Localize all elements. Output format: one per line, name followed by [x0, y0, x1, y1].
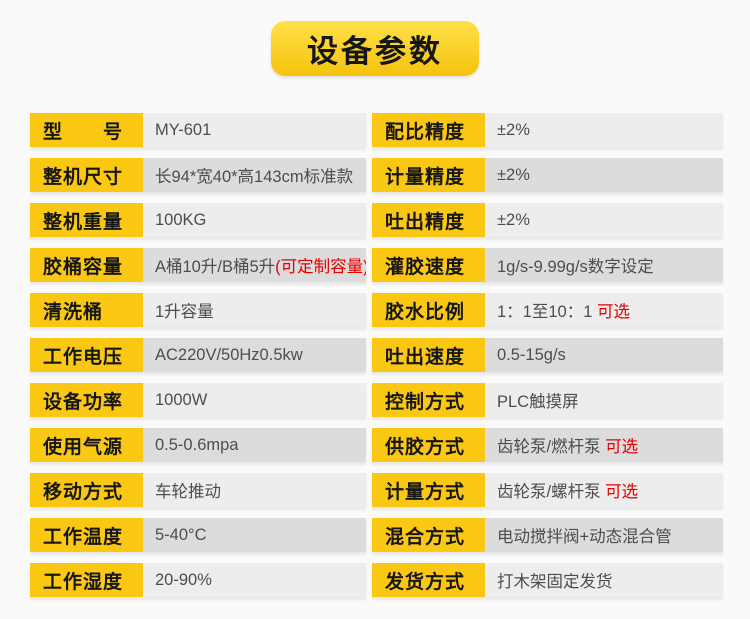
spec-value: 0.5-15g/s [485, 338, 723, 372]
spec-label: 计量方式 [372, 473, 485, 507]
spec-label: 工作湿度 [30, 563, 143, 597]
spec-label: 灌胶速度 [372, 248, 485, 282]
spec-value-text: 100KG [155, 210, 207, 229]
spec-value: MY-601 [143, 113, 366, 147]
spec-value: AC220V/50Hz0.5kw [143, 338, 366, 372]
spec-value: 齿轮泵/燃杆泵 可选 [485, 428, 723, 462]
spec-value-highlight: (可定制容量) [275, 258, 366, 276]
spec-value: 打木架固定发货 [485, 563, 723, 597]
spec-row: 整机尺寸 长94*宽40*高143cm标准款 [30, 158, 366, 192]
spec-value: 车轮推动 [143, 473, 366, 507]
spec-value-text: 0.5-15g/s [497, 345, 566, 364]
spec-value: 1：1至10：1 可选 [485, 293, 723, 327]
spec-column-left: 型 号 MY-601 整机尺寸 长94*宽40*高143cm标准款 整机重量 1… [30, 113, 366, 597]
spec-value: ±2% [485, 203, 723, 237]
spec-label: 计量精度 [372, 158, 485, 192]
spec-value: 长94*宽40*高143cm标准款 [143, 158, 366, 192]
spec-value-text: 齿轮泵/螺杆泵 [497, 483, 606, 501]
spec-row: 计量方式 齿轮泵/螺杆泵 可选 [372, 473, 723, 507]
spec-label: 工作电压 [30, 338, 143, 372]
spec-value: 5-40°C [143, 518, 366, 552]
spec-row: 配比精度 ±2% [372, 113, 723, 147]
spec-row: 工作湿度 20-90% [30, 563, 366, 597]
spec-value: 0.5-0.6mpa [143, 428, 366, 462]
spec-row: 使用气源 0.5-0.6mpa [30, 428, 366, 462]
spec-row: 移动方式 车轮推动 [30, 473, 366, 507]
spec-row: 胶桶容量 A桶10升/B桶5升 (可定制容量) [30, 248, 366, 282]
spec-value-text: MY-601 [155, 120, 212, 139]
spec-value-text: A桶10升/B桶5升 [155, 258, 276, 276]
spec-label: 整机尺寸 [30, 158, 143, 192]
spec-row: 设备功率 1000W [30, 383, 366, 417]
spec-value: 1升容量 [143, 293, 366, 327]
spec-value-text: 5-40°C [155, 525, 207, 544]
spec-label: 胶水比例 [372, 293, 485, 327]
spec-label: 发货方式 [372, 563, 485, 597]
spec-value-text: 齿轮泵/燃杆泵 [497, 438, 606, 456]
spec-row: 吐出精度 ±2% [372, 203, 723, 237]
spec-value-text: 车轮推动 [155, 483, 221, 501]
spec-row: 整机重量 100KG [30, 203, 366, 237]
spec-label: 清洗桶 [30, 293, 143, 327]
spec-value-text: 1：1至10：1 [497, 303, 597, 321]
spec-value-text: ±2% [497, 165, 530, 184]
spec-row: 工作温度 5-40°C [30, 518, 366, 552]
spec-value-text: PLC触摸屏 [497, 393, 579, 411]
spec-value: 1000W [143, 383, 366, 417]
spec-label: 使用气源 [30, 428, 143, 462]
title-bar: 设备参数 [0, 0, 750, 76]
spec-label: 工作温度 [30, 518, 143, 552]
spec-value: 20-90% [143, 563, 366, 597]
spec-value-text: ±2% [497, 210, 530, 229]
spec-row: 清洗桶 1升容量 [30, 293, 366, 327]
spec-row: 工作电压 AC220V/50Hz0.5kw [30, 338, 366, 372]
spec-label: 供胶方式 [372, 428, 485, 462]
spec-row: 计量精度 ±2% [372, 158, 723, 192]
spec-label: 设备功率 [30, 383, 143, 417]
spec-label: 吐出速度 [372, 338, 485, 372]
spec-row: 发货方式 打木架固定发货 [372, 563, 723, 597]
spec-value-text: ±2% [497, 120, 530, 139]
spec-label: 配比精度 [372, 113, 485, 147]
spec-value-text: 1升容量 [155, 303, 214, 321]
spec-label: 整机重量 [30, 203, 143, 237]
spec-label: 胶桶容量 [30, 248, 143, 282]
spec-row: 供胶方式 齿轮泵/燃杆泵 可选 [372, 428, 723, 462]
spec-value: ±2% [485, 113, 723, 147]
spec-row: 混合方式 电动搅拌阀+动态混合管 [372, 518, 723, 552]
spec-value-text: 0.5-0.6mpa [155, 435, 239, 454]
spec-table: 型 号 MY-601 整机尺寸 长94*宽40*高143cm标准款 整机重量 1… [0, 113, 750, 597]
spec-value: A桶10升/B桶5升 (可定制容量) [143, 248, 366, 282]
spec-value-text: 打木架固定发货 [497, 573, 613, 591]
spec-value-text: 1000W [155, 390, 208, 409]
spec-value-highlight: 可选 [605, 438, 639, 456]
spec-label: 控制方式 [372, 383, 485, 417]
spec-value-text: 电动搅拌阀+动态混合管 [497, 528, 672, 546]
spec-label: 混合方式 [372, 518, 485, 552]
spec-row: 灌胶速度 1g/s-9.99g/s数字设定 [372, 248, 723, 282]
spec-row: 控制方式 PLC触摸屏 [372, 383, 723, 417]
spec-value-highlight: 可选 [596, 303, 630, 321]
spec-row: 胶水比例 1：1至10：1 可选 [372, 293, 723, 327]
spec-value-text: 1g/s-9.99g/s数字设定 [497, 258, 654, 276]
spec-row: 型 号 MY-601 [30, 113, 366, 147]
spec-value: 1g/s-9.99g/s数字设定 [485, 248, 723, 282]
spec-value: 电动搅拌阀+动态混合管 [485, 518, 723, 552]
spec-value-text: 长94*宽40*高143cm标准款 [155, 168, 354, 186]
spec-value-text: AC220V/50Hz0.5kw [155, 345, 303, 364]
spec-value-highlight: 可选 [605, 483, 639, 501]
spec-value: ±2% [485, 158, 723, 192]
spec-value: PLC触摸屏 [485, 383, 723, 417]
spec-label: 型 号 [30, 113, 143, 147]
spec-label: 吐出精度 [372, 203, 485, 237]
spec-value-text: 20-90% [155, 570, 212, 589]
spec-column-right: 配比精度 ±2% 计量精度 ±2% 吐出精度 ±2% 灌胶速度 1g/s-9.9… [372, 113, 723, 597]
section-title-badge: 设备参数 [271, 21, 479, 76]
spec-label: 移动方式 [30, 473, 143, 507]
section-title: 设备参数 [307, 34, 443, 69]
spec-value: 齿轮泵/螺杆泵 可选 [485, 473, 723, 507]
spec-row: 吐出速度 0.5-15g/s [372, 338, 723, 372]
spec-value: 100KG [143, 203, 366, 237]
